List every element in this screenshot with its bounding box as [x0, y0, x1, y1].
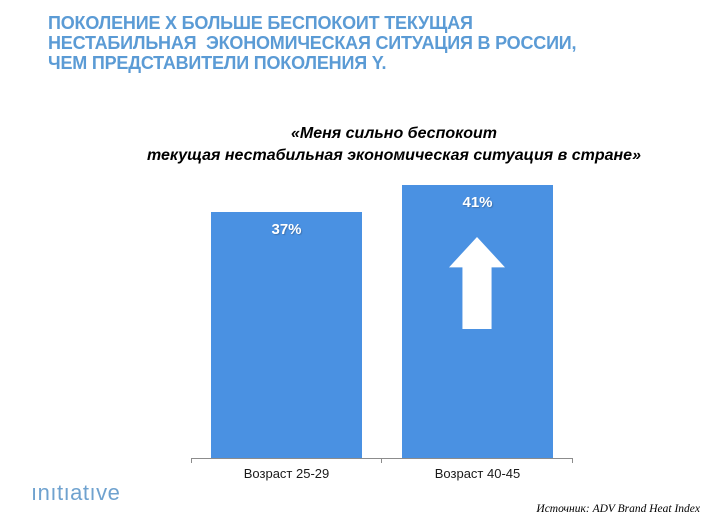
source-attribution: Источник: ADV Brand Heat Index — [536, 503, 700, 515]
initiative-logo: ınıtıatıve — [31, 480, 121, 505]
bar-age-25-29: 37% — [211, 212, 362, 458]
slide-title-line-1: ПОКОЛЕНИЕ X БОЛЬШЕ БЕСПОКОИТ ТЕКУЩАЯ — [48, 13, 473, 33]
x-axis-tick — [381, 458, 382, 463]
category-label-40-45: Возраст 40-45 — [434, 466, 521, 481]
bar-age-40-45: 41% — [402, 185, 553, 458]
bar-value-label-25-29: 37% — [271, 221, 302, 238]
bar-value-label-40-45: 41% — [462, 194, 493, 211]
chart-quote-line-1: «Меня сильно беспокоит — [291, 125, 497, 142]
slide-title: ПОКОЛЕНИЕ X БОЛЬШЕ БЕСПОКОИТ ТЕКУЩАЯ НЕС… — [48, 13, 577, 73]
category-label-25-29: Возраст 25-29 — [243, 466, 330, 481]
x-axis-tick — [191, 458, 192, 463]
slide-title-line-2: НЕСТАБИЛЬНАЯ ЭКОНОМИЧЕСКАЯ СИТУАЦИЯ В РО… — [48, 33, 577, 53]
arrow-up-icon — [449, 237, 505, 329]
x-axis — [191, 458, 573, 463]
chart-quote-subtitle: «Меня сильно беспокоит текущая нестабиль… — [80, 123, 705, 167]
x-axis-tick — [572, 458, 573, 463]
slide-title-line-3: ЧЕМ ПРЕДСТАВИТЕЛИ ПОКОЛЕНИЯ Y. — [48, 53, 387, 73]
chart-quote-line-2: текущая нестабильная экономическая ситуа… — [147, 147, 641, 164]
